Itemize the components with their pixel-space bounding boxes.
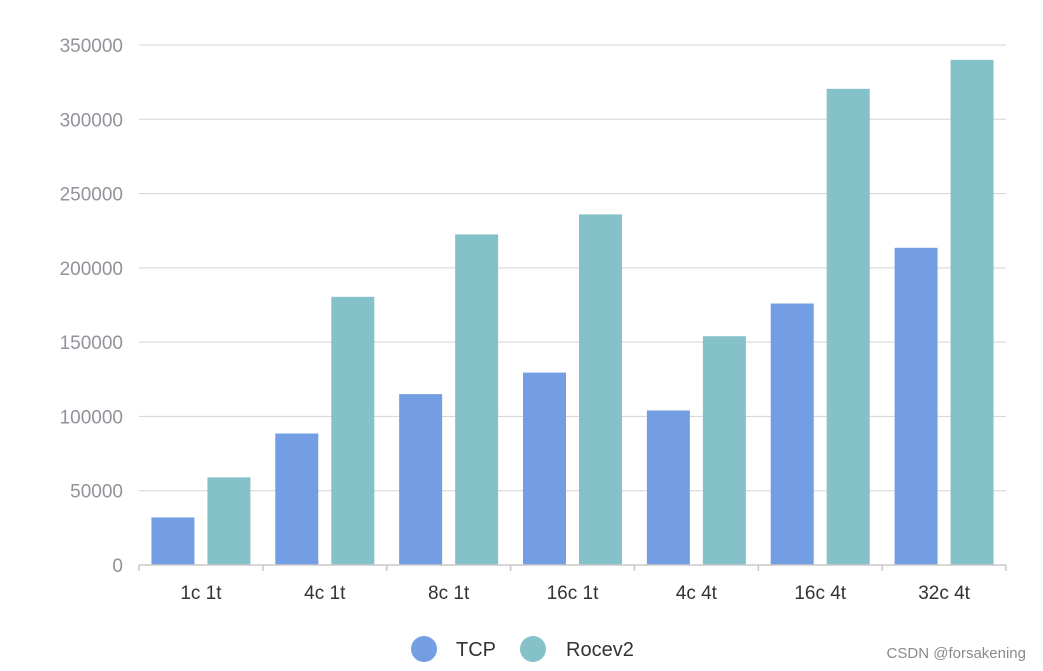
x-tick-label: 4c 4t: [676, 583, 718, 604]
x-tick-label: 8c 1t: [428, 583, 470, 604]
bar-tcp-8c-1t[interactable]: [399, 394, 443, 565]
y-tick-label: 0: [112, 556, 123, 577]
y-tick-label: 150000: [60, 333, 123, 354]
bar-rocev2-16c-1t[interactable]: [579, 214, 622, 565]
bar-rocev2-32c-4t[interactable]: [950, 59, 994, 565]
x-tick-label: 32c 4t: [918, 583, 970, 604]
watermark: CSDN @forsakening: [887, 645, 1026, 662]
y-tick-label: 350000: [60, 36, 123, 57]
legend-marker-tcp: [411, 636, 437, 662]
x-axis: 1c 1t 4c 1t 8c 1t 16c 1t 4c 4t 16c 4t 32c 4t: [138, 564, 1007, 604]
bars: [151, 59, 994, 566]
grid-lines: [139, 44, 1006, 492]
bar-tcp-4c-4t[interactable]: [646, 410, 690, 565]
bar-tcp-4c-1t[interactable]: [275, 433, 319, 565]
y-tick-label: 50000: [70, 482, 123, 503]
legend-item-rocev2[interactable]: Rocev2: [520, 636, 634, 662]
x-tick-label: 16c 4t: [794, 583, 846, 604]
bar-tcp-32c-4t[interactable]: [894, 247, 938, 566]
y-tick-label: 300000: [60, 110, 123, 131]
x-tick-label: 1c 1t: [180, 583, 222, 604]
legend-label-rocev2: Rocev2: [566, 639, 634, 661]
bar-tcp-1c-1t[interactable]: [151, 517, 195, 565]
x-tick-label: 16c 1t: [547, 583, 599, 604]
y-tick-label: 250000: [60, 185, 123, 206]
bar-rocev2-4c-1t[interactable]: [331, 296, 375, 565]
y-tick-label: 200000: [60, 259, 123, 280]
legend[interactable]: TCP Rocev2: [411, 636, 634, 662]
bar-rocev2-1c-1t[interactable]: [207, 477, 251, 565]
legend-marker-rocev2: [520, 636, 546, 662]
legend-item-tcp[interactable]: TCP: [411, 636, 496, 662]
bar-rocev2-8c-1t[interactable]: [455, 234, 499, 565]
bar-tcp-16c-1t[interactable]: [523, 372, 566, 565]
y-axis-ticks: 0 50000 100000 150000 200000 250000 300000 3500…: [60, 36, 123, 577]
bar-rocev2-16c-4t[interactable]: [826, 88, 870, 565]
bar-tcp-16c-4t[interactable]: [770, 303, 814, 565]
legend-label-tcp: TCP: [456, 639, 496, 661]
bar-rocev2-4c-4t[interactable]: [702, 336, 746, 565]
y-tick-label: 100000: [60, 407, 123, 428]
x-tick-label: 4c 1t: [304, 583, 346, 604]
